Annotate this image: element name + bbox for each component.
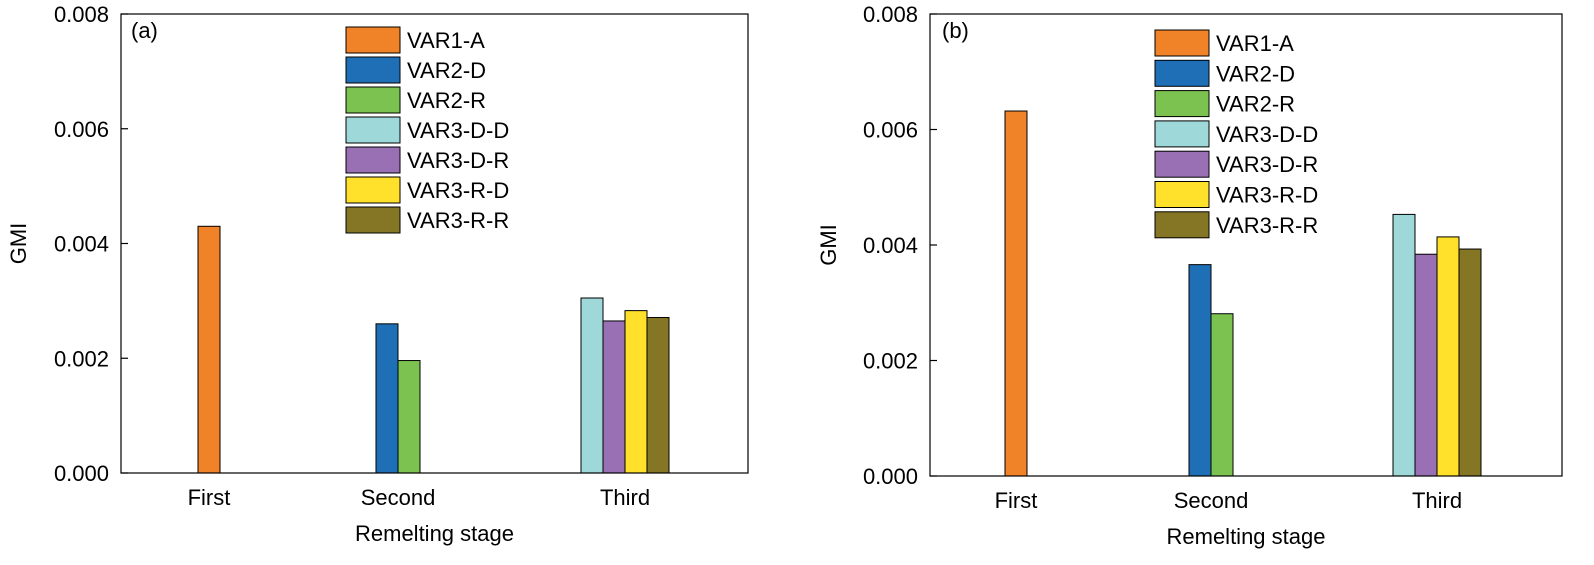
legend-swatch-var3-d-r: [1154, 150, 1210, 178]
x-tick-label: Second: [361, 485, 436, 510]
legend-label-var1-a: VAR1-A: [407, 28, 485, 53]
y-tick-label: 0.000: [54, 461, 109, 486]
legend-label-var3-r-d: VAR3-R-D: [1216, 183, 1318, 208]
legend-swatch-var3-r-r: [345, 206, 401, 234]
y-tick-label: 0.006: [863, 118, 918, 143]
legend-swatch-var3-r-d: [1154, 181, 1210, 208]
legend-label-var2-d: VAR2-D: [1216, 61, 1295, 86]
legend-swatch-var2-d: [345, 56, 401, 84]
panel-label: (b): [942, 18, 969, 43]
x-tick-label: First: [995, 488, 1038, 513]
bar-var3-r-r-third: [646, 317, 670, 474]
legend-label-var3-d-r: VAR3-D-R: [1216, 152, 1318, 177]
legend-label-var2-r: VAR2-R: [1216, 92, 1295, 117]
y-axis-label: GMI: [6, 223, 31, 265]
y-tick-label: 0.002: [54, 346, 109, 371]
legend-swatch-var3-r-d: [345, 176, 401, 204]
x-axis-label: Remelting stage: [355, 521, 514, 546]
y-tick-label: 0.006: [54, 117, 109, 142]
legend-label-var3-r-r: VAR3-R-R: [1216, 213, 1318, 238]
legend-label-var3-d-r: VAR3-D-R: [407, 148, 509, 173]
legend-swatch-var2-r: [1154, 90, 1210, 118]
bar-var2-r-second: [1210, 313, 1234, 477]
panel-label: (a): [131, 18, 158, 43]
y-tick-label: 0.008: [863, 2, 918, 27]
y-axis-label: GMI: [816, 224, 841, 266]
legend-swatch-var1-a: [1154, 29, 1210, 57]
bar-var3-r-r-third: [1458, 248, 1482, 477]
legend-swatch-var2-d: [1154, 59, 1210, 87]
legend-label-var2-d: VAR2-D: [407, 58, 486, 83]
legend-swatch-var2-r: [345, 86, 401, 114]
legend-swatch-var3-d-d: [1154, 120, 1210, 148]
bar-var2-d-second: [1188, 264, 1212, 477]
chart-panel-a: 0.000 0.002 0.004 0.006 0.008 First Second Thir…: [6, 2, 749, 546]
bar-var3-r-d-third: [624, 310, 648, 474]
x-tick-label: First: [188, 485, 231, 510]
x-tick-label: Third: [1412, 488, 1462, 513]
x-tick-label: Third: [600, 485, 650, 510]
x-axis-label: Remelting stage: [1167, 524, 1326, 549]
legend-label-var3-d-d: VAR3-D-D: [1216, 122, 1318, 147]
y-tick-label: 0.008: [54, 2, 109, 27]
bar-var3-d-d-third: [580, 297, 604, 474]
y-tick-label: 0.004: [863, 233, 918, 258]
legend-swatch-var3-d-d: [345, 116, 401, 144]
y-tick-label: 0.002: [863, 349, 918, 374]
legend-swatch-var3-r-r: [1154, 211, 1210, 239]
bar-var3-d-r-third: [602, 320, 626, 474]
legend-label-var1-a: VAR1-A: [1216, 31, 1294, 56]
y-tick-label: 0.004: [54, 232, 109, 257]
legend-label-var3-r-d: VAR3-R-D: [407, 178, 509, 203]
legend-label-var3-d-d: VAR3-D-D: [407, 118, 509, 143]
bar-var1-a-first: [1004, 110, 1028, 477]
bar-var2-d-second: [375, 323, 399, 474]
legend-swatch-var1-a: [345, 26, 401, 54]
bar-var1-a-first: [197, 225, 221, 474]
bar-var3-d-d-third: [1392, 213, 1416, 477]
legend-label-var3-r-r: VAR3-R-R: [407, 208, 509, 233]
x-tick-label: Second: [1174, 488, 1249, 513]
legend-swatch-var3-d-r: [345, 146, 401, 174]
legend-label-var2-r: VAR2-R: [407, 88, 486, 113]
y-tick-label: 0.000: [863, 464, 918, 489]
chart-panel-b: 0.000 0.002 0.004 0.006 0.008 First Second Thir…: [816, 2, 1563, 549]
bar-var3-r-d-third: [1436, 236, 1460, 477]
bar-var3-d-r-third: [1414, 253, 1438, 477]
bar-var2-r-second: [397, 360, 421, 474]
